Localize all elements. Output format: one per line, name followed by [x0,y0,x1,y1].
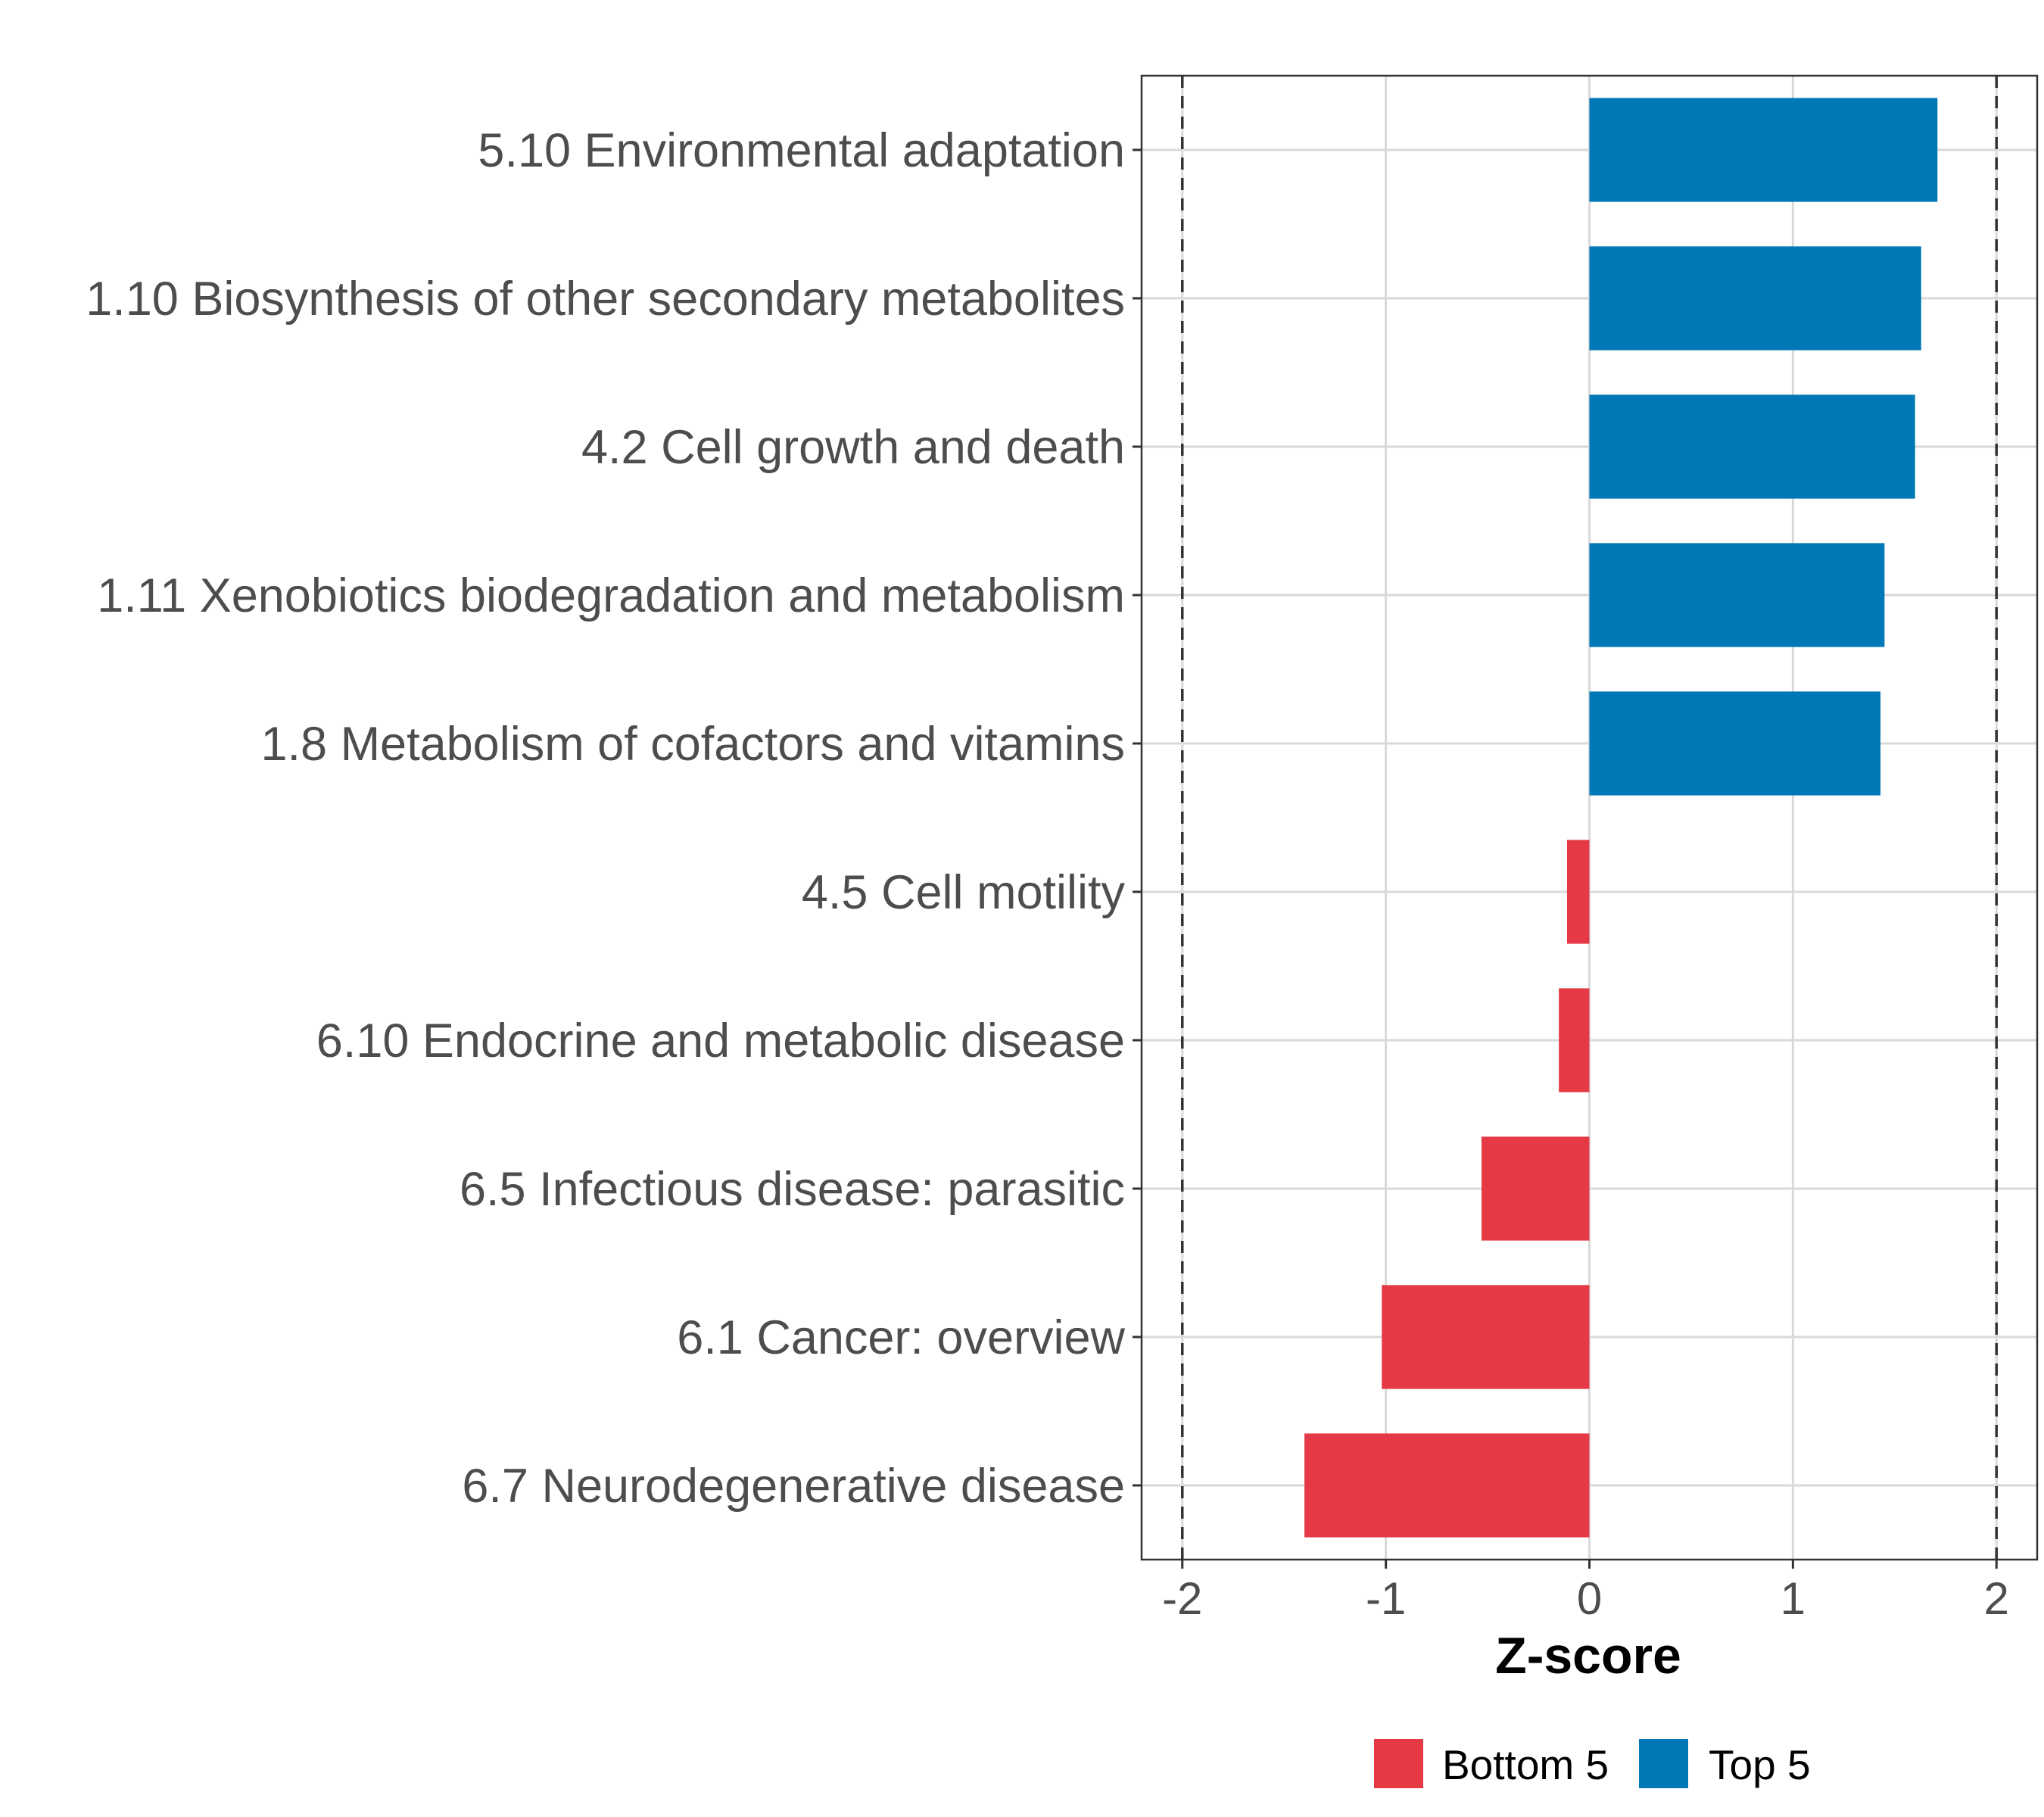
bar-1-11-xenobiotics-biodegradation-and-metabolism [1589,543,1885,647]
x-tick-label: 1 [1781,1573,1806,1624]
bar-6-7-neurodegenerative-disease [1304,1433,1590,1538]
bar-6-1-cancer-overview [1382,1285,1590,1389]
category-label: 1.11 Xenobiotics biodegradation and meta… [97,569,1125,622]
legend: Bottom 5 Top 5 [1374,1739,1811,1788]
x-axis-ticks [1181,1560,1998,1569]
y-axis-labels: 5.10 Environmental adaptation 1.10 Biosyn… [86,124,1125,1513]
category-label: 4.2 Cell growth and death [581,421,1125,474]
legend-label-bottom-5: Bottom 5 [1442,1741,1609,1788]
x-tick-label: -1 [1366,1573,1406,1624]
bar-5-10-environmental-adaptation [1589,98,1938,202]
category-label: 1.10 Biosynthesis of other secondary met… [86,273,1125,326]
bar-4-2-cell-growth-and-death [1589,394,1915,499]
category-label: 5.10 Environmental adaptation [478,124,1125,177]
legend-swatch-bottom-5 [1374,1739,1423,1788]
legend-swatch-top-5 [1639,1739,1688,1788]
x-axis-title: Z-score [1495,1627,1681,1685]
legend-label-top-5: Top 5 [1709,1741,1811,1788]
bars [1304,98,1938,1538]
y-axis-ticks [1133,148,1142,1487]
bar-6-5-infectious-disease-parasitic [1482,1136,1590,1241]
bar-1-10-biosynthesis-of-other-secondary-metabolites [1589,246,1921,351]
category-label: 1.8 Metabolism of cofactors and vitamins [260,718,1125,771]
category-label: 6.1 Cancer: overview [677,1311,1125,1364]
category-label: 6.5 Infectious disease: parasitic [460,1163,1125,1216]
x-tick-label: -2 [1162,1573,1202,1624]
x-axis-labels: -2 -1 0 1 2 [1162,1573,2009,1624]
category-label: 4.5 Cell motility [802,866,1126,919]
reference-lines [1181,76,1998,1560]
category-label: 6.7 Neurodegenerative disease [462,1460,1125,1513]
category-label: 6.10 Endocrine and metabolic disease [316,1014,1125,1067]
bar-6-10-endocrine-and-metabolic-disease [1559,988,1590,1092]
bar-1-8-metabolism-of-cofactors-and-vitamins [1589,691,1880,796]
bar-4-5-cell-motility [1566,840,1590,944]
x-tick-label: 0 [1577,1573,1602,1624]
x-tick-label: 2 [1984,1573,2009,1624]
